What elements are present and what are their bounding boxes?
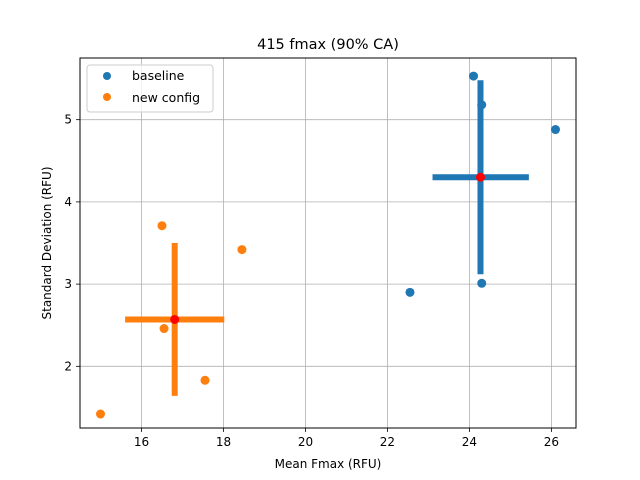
y-tick-label: 3 [64, 277, 72, 291]
y-tick-label: 2 [64, 359, 72, 373]
legend-marker-new-config [103, 93, 111, 101]
y-axis-label: Standard Deviation (RFU) [40, 166, 54, 319]
x-axis-label: Mean Fmax (RFU) [275, 457, 382, 471]
data-points [95, 71, 561, 419]
center-marker [170, 314, 180, 324]
legend-label-baseline: baseline [132, 68, 185, 83]
data-point [477, 100, 487, 110]
data-point [159, 324, 169, 334]
center-markers [170, 172, 485, 324]
x-axis-ticks: 16 18 20 22 24 26 [134, 428, 559, 449]
x-tick-label: 18 [216, 435, 231, 449]
x-tick-label: 26 [544, 435, 559, 449]
data-point [200, 375, 210, 385]
legend: baseline new config [86, 64, 214, 113]
data-point [237, 245, 247, 255]
data-point [469, 71, 479, 81]
y-tick-label: 5 [64, 113, 72, 127]
x-tick-label: 16 [134, 435, 149, 449]
x-tick-label: 24 [462, 435, 477, 449]
x-tick-label: 20 [298, 435, 313, 449]
plot-frame [79, 57, 577, 429]
legend-box [86, 64, 214, 113]
y-axis-ticks: 2 3 4 5 [64, 113, 80, 373]
data-point [551, 125, 561, 135]
y-tick-label: 4 [64, 195, 72, 209]
x-tick-label: 22 [380, 435, 395, 449]
data-point [157, 221, 167, 231]
center-marker [475, 172, 485, 182]
data-point [95, 409, 105, 419]
legend-label-new-config: new config [132, 90, 200, 105]
grid [80, 58, 576, 428]
data-point [405, 287, 415, 297]
data-point [477, 278, 487, 288]
plot-area [80, 58, 576, 428]
chart-title: 415 fmax (90% CA) [257, 37, 399, 53]
legend-marker-baseline [103, 72, 111, 80]
